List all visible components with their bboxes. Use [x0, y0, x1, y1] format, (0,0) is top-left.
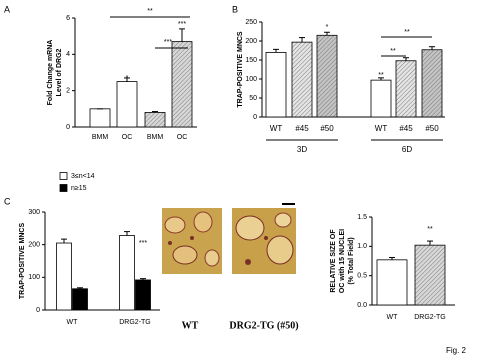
x-tick-label: BMM — [147, 134, 164, 141]
y-axis-label: TRAP-POSITIVE MNCS — [237, 31, 244, 108]
y-axis-label: Fold Change mRNA — [47, 40, 54, 106]
y-axis-label: RELATIVE SIZE OF — [330, 229, 337, 293]
x-tick-label: OC — [122, 134, 133, 141]
y-axis-label: OC with 15 NUCLEI — [339, 229, 346, 293]
bar — [116, 81, 138, 128]
panel-label: A — [4, 4, 10, 14]
y-tick-label: 0 — [36, 307, 40, 314]
significance-label: ** — [147, 8, 153, 15]
error-bar — [124, 231, 130, 236]
y-tick-label: 6 — [66, 15, 70, 22]
bar — [89, 108, 111, 128]
bar — [135, 279, 151, 311]
bar — [171, 41, 193, 128]
y-tick-label: 0.0 — [357, 302, 367, 309]
error-bar — [429, 46, 435, 50]
error-bar — [378, 77, 384, 81]
micrograph-wt — [162, 208, 222, 274]
y-tick-label: 4 — [66, 51, 70, 58]
y-axis-label: (% Total Field) — [348, 237, 355, 284]
x-tick-label: #50 — [320, 124, 334, 133]
y-tick-label: 50 — [249, 95, 257, 102]
y-tick-label: 0.5 — [357, 273, 367, 280]
significance-label: ** — [378, 72, 384, 79]
y-tick-label: 200 — [245, 38, 257, 45]
legend-swatch — [59, 184, 68, 192]
legend-label: n≥15 — [71, 185, 87, 192]
significance-label: ** — [427, 226, 433, 233]
x-tick-label: BMM — [92, 134, 109, 141]
y-tick-label: 1.5 — [357, 214, 367, 221]
error-bar — [124, 77, 130, 82]
x-tick-label: WT — [387, 314, 399, 321]
bar — [395, 60, 417, 118]
micrograph-drg2-tg — [232, 208, 296, 274]
x-tick-label: #45 — [295, 124, 309, 133]
legend-swatch — [59, 172, 68, 180]
error-bar — [152, 111, 158, 113]
bar — [421, 49, 443, 118]
significance-label: ** — [390, 48, 396, 55]
error-bar — [299, 37, 305, 43]
y-tick-label: 2 — [66, 88, 70, 95]
error-bar — [389, 256, 395, 260]
bar — [414, 244, 446, 306]
bar — [316, 34, 338, 118]
bar — [72, 288, 88, 311]
bar — [376, 259, 408, 306]
error-bar — [427, 240, 433, 246]
y-axis-label: TRAP-POSITIVE MNCS — [19, 223, 26, 300]
error-bar — [140, 278, 146, 280]
panel-label: B — [232, 4, 238, 14]
x-tick-label: #50 — [425, 124, 439, 133]
y-tick-label: 0 — [253, 114, 257, 121]
image-caption: WT — [182, 320, 199, 331]
y-tick-label: 0 — [66, 124, 70, 131]
bar — [56, 242, 72, 311]
bar — [119, 235, 135, 311]
figure-label: Fig. 2 — [446, 346, 467, 355]
significance-label: ** — [404, 29, 410, 36]
group-label: 6D — [402, 145, 412, 154]
legend-label: 3≤n<14 — [71, 173, 95, 180]
error-bar — [273, 48, 279, 53]
panel-label: C — [4, 196, 11, 206]
error-bar — [77, 287, 83, 289]
significance-label: *** — [139, 240, 147, 247]
x-tick-label: WT — [375, 124, 388, 133]
error-bar — [324, 31, 330, 36]
error-bar — [179, 28, 185, 42]
significance-label: *** — [178, 21, 186, 28]
x-tick-label: WT — [67, 319, 79, 326]
error-bar — [403, 57, 409, 61]
error-bar — [61, 238, 67, 244]
x-tick-label: DRG2-TG — [119, 319, 151, 326]
x-tick-label: DRG2-TG — [414, 314, 446, 321]
x-tick-label: OC — [177, 134, 188, 141]
group-label: 3D — [297, 145, 307, 154]
y-tick-label: 100 — [28, 274, 40, 281]
y-tick-label: 100 — [245, 76, 257, 83]
significance-label: * — [126, 75, 129, 82]
x-tick-label: #45 — [399, 124, 413, 133]
y-axis-label: Level of DRG2 — [56, 48, 63, 96]
significance-label: * — [326, 24, 329, 31]
bar — [265, 52, 287, 118]
y-tick-label: 200 — [28, 242, 40, 249]
y-tick-label: 150 — [245, 57, 257, 64]
image-caption: DRG2-TG (#50) — [229, 320, 298, 331]
y-tick-label: 1.0 — [357, 243, 367, 250]
significance-label: *** — [164, 39, 172, 46]
bar — [370, 79, 392, 118]
x-tick-label: WT — [270, 124, 283, 133]
bar — [291, 41, 313, 118]
bar — [144, 112, 166, 128]
y-tick-label: 300 — [28, 209, 40, 216]
y-tick-label: 250 — [245, 19, 257, 26]
